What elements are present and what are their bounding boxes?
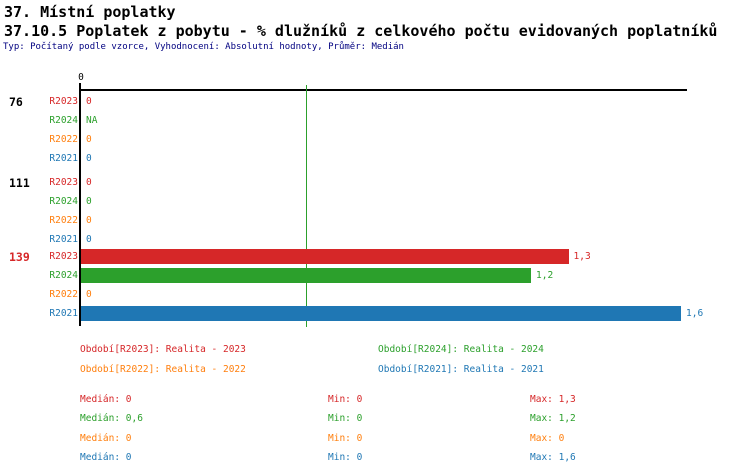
group-label: 139	[9, 250, 30, 264]
value-label: 1,2	[536, 270, 554, 281]
value-label: 0	[86, 289, 92, 300]
series-label-r2021: R2021	[49, 234, 78, 245]
stat-median-r2021: Medián: 0	[80, 452, 132, 463]
stat-max-r2024: Max: 1,2	[530, 413, 576, 424]
stat-max-r2021: Max: 1,6	[530, 452, 576, 463]
bar-r2024	[81, 268, 531, 283]
legend-item-r2023: Období[R2023]: Realita - 2023	[80, 344, 246, 355]
stat-min-r2021: Min: 0	[328, 452, 363, 463]
legend-item-r2021: Období[R2021]: Realita - 2021	[378, 364, 544, 375]
legend-item-r2024: Období[R2024]: Realita - 2024	[378, 344, 544, 355]
stat-median-r2024: Medián: 0,6	[80, 413, 143, 424]
stat-min-r2022: Min: 0	[328, 433, 363, 444]
value-label: 0	[86, 177, 92, 188]
value-label: NA	[86, 115, 98, 126]
stat-max-r2022: Max: 0	[530, 433, 565, 444]
series-label-r2023: R2023	[49, 177, 78, 188]
x-axis-tick-label: 0	[78, 72, 84, 83]
stat-min-r2024: Min: 0	[328, 413, 363, 424]
series-label-r2022: R2022	[49, 134, 78, 145]
value-label: 1,6	[686, 308, 704, 319]
series-label-r2024: R2024	[49, 196, 78, 207]
series-label-r2022: R2022	[49, 289, 78, 300]
series-label-r2021: R2021	[49, 153, 78, 164]
chart: 0 76 R2023 0 R2024 NA R2022 0 R2021 0 111 R2023 0 R2…	[9, 72, 704, 327]
x-axis-line	[79, 89, 687, 91]
group-label: 76	[9, 95, 23, 109]
indicator-type-info: Typ: Počítaný podle vzorce, Vyhodnocení:…	[3, 42, 404, 52]
stat-min-r2023: Min: 0	[328, 394, 363, 405]
value-label: 0	[86, 96, 92, 107]
series-label-r2022: R2022	[49, 215, 78, 226]
median-marker-line	[306, 85, 307, 327]
value-label: 1,3	[573, 251, 591, 262]
x-axis-tick	[79, 83, 81, 89]
legend-item-r2022: Období[R2022]: Realita - 2022	[80, 364, 246, 375]
stat-median-r2023: Medián: 0	[80, 394, 132, 405]
value-label: 0	[86, 153, 92, 164]
stat-max-r2023: Max: 1,3	[530, 394, 576, 405]
series-label-r2024: R2024	[49, 270, 78, 281]
indicator-title: 37.10.5 Poplatek z pobytu - % dlužníků z…	[4, 22, 718, 40]
series-label-r2023: R2023	[49, 251, 78, 262]
bar-r2023	[81, 249, 569, 264]
series-label-r2021: R2021	[49, 308, 78, 319]
section-title: 37. Místní poplatky	[4, 3, 176, 21]
series-label-r2024: R2024	[49, 115, 78, 126]
value-label: 0	[86, 196, 92, 207]
y-axis-line	[79, 89, 81, 326]
value-label: 0	[86, 234, 92, 245]
bar-r2021	[81, 306, 681, 321]
value-label: 0	[86, 134, 92, 145]
value-label: 0	[86, 215, 92, 226]
series-label-r2023: R2023	[49, 96, 78, 107]
stat-median-r2022: Medián: 0	[80, 433, 132, 444]
group-label: 111	[9, 176, 30, 190]
